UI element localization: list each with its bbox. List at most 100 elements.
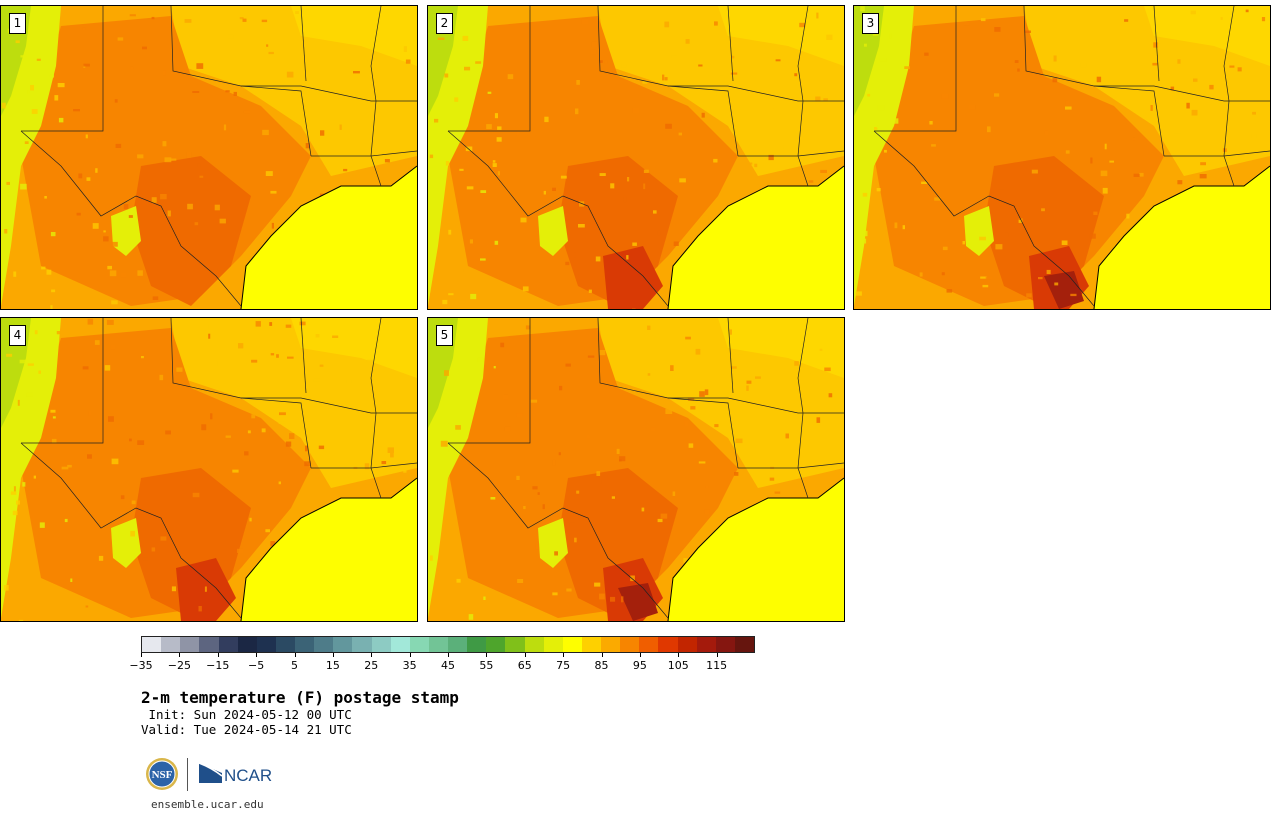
texture-speckle	[137, 270, 143, 276]
texture-speckle	[687, 397, 695, 401]
texture-speckle	[1017, 68, 1020, 72]
texture-speckle	[874, 127, 878, 130]
texture-speckle	[1150, 105, 1153, 111]
texture-speckle	[641, 507, 645, 512]
texture-speckle	[265, 171, 273, 176]
texture-speckle	[683, 558, 688, 563]
colorbar-tick-label: 115	[706, 659, 728, 672]
texture-speckle	[525, 325, 531, 330]
colorbar-tick	[448, 653, 449, 657]
state-border	[20, 442, 242, 619]
texture-speckle	[70, 578, 73, 582]
colorbar-tick	[141, 653, 142, 657]
state-border	[1223, 6, 1235, 187]
texture-speckle	[137, 440, 145, 445]
texture-speckle	[1046, 269, 1051, 274]
texture-speckle	[46, 269, 52, 275]
colorbar-swatch	[677, 637, 697, 652]
texture-speckle	[159, 374, 164, 381]
texture-speckle	[85, 605, 89, 608]
texture-speckle	[1229, 65, 1235, 68]
texture-speckle	[130, 66, 134, 70]
colorbar-tick	[409, 653, 411, 657]
colorbar-swatch	[352, 637, 372, 652]
colorbar-swatch	[734, 637, 754, 652]
colorbar-swatch	[390, 637, 410, 652]
texture-speckle	[1004, 232, 1009, 237]
texture-speckle	[210, 413, 213, 420]
texture-speckle	[82, 366, 89, 370]
texture-speckle	[1089, 233, 1096, 239]
state-border	[311, 150, 417, 157]
texture-speckle	[475, 61, 482, 64]
texture-speckle	[808, 180, 814, 183]
texture-speckle	[20, 55, 27, 58]
texture-speckle	[819, 348, 823, 351]
texture-speckle	[720, 347, 724, 352]
texture-speckle	[442, 299, 448, 305]
texture-speckle	[934, 197, 941, 201]
texture-speckle	[735, 438, 743, 444]
texture-speckle	[50, 305, 53, 309]
colorbar-tick-label: 45	[441, 659, 455, 672]
texture-speckle	[1065, 150, 1070, 154]
texture-speckle	[1133, 173, 1140, 177]
texture-speckle	[994, 27, 1001, 32]
texture-speckle	[33, 475, 36, 479]
texture-speckle	[929, 121, 933, 125]
texture-speckle	[106, 319, 114, 325]
texture-speckle	[924, 52, 929, 56]
texture-speckle	[877, 105, 885, 111]
texture-speckle	[594, 582, 601, 587]
texture-speckle	[643, 169, 649, 173]
texture-speckle	[746, 385, 749, 391]
texture-speckle	[108, 416, 114, 422]
colorbar-tick	[217, 653, 219, 657]
texture-speckle	[902, 225, 905, 230]
colorbar-tick	[563, 653, 565, 657]
texture-speckle	[170, 158, 177, 161]
texture-speckle	[995, 244, 1003, 250]
texture-speckle	[429, 154, 434, 159]
texture-speckle	[269, 322, 273, 326]
texture-speckle	[86, 177, 91, 181]
texture-speckle	[523, 506, 526, 510]
texture-speckle	[58, 117, 64, 123]
texture-speckle	[989, 192, 997, 197]
texture-speckle	[810, 370, 817, 374]
texture-speckle	[1124, 19, 1129, 22]
texture-speckle	[716, 91, 721, 96]
texture-speckle	[249, 517, 252, 522]
panel-number-badge: 1	[9, 13, 26, 34]
panel-number-badge: 2	[436, 13, 453, 34]
colorbar-swatch	[658, 637, 678, 652]
colorbar-ticks: −35 −25 −15 −5 5 15 25 35 45 55 65 75 85 95 105 115	[129, 653, 755, 673]
texture-speckle	[24, 141, 29, 144]
colorbar	[141, 636, 755, 653]
texture-speckle	[278, 421, 286, 424]
texture-speckle	[493, 366, 496, 369]
texture-speckle	[271, 222, 274, 229]
texture-speckle	[1177, 59, 1181, 64]
texture-speckle	[730, 366, 737, 369]
texture-speckle	[1065, 106, 1072, 110]
texture-speckle	[129, 14, 136, 17]
texture-speckle	[1014, 60, 1019, 63]
texture-speckle	[137, 154, 144, 159]
texture-speckle	[120, 272, 126, 278]
texture-speckle	[576, 80, 580, 85]
texture-speckle	[520, 217, 527, 223]
texture-speckle	[15, 40, 20, 44]
texture-speckle	[799, 22, 806, 28]
texture-speckle	[1070, 293, 1077, 297]
texture-speckle	[269, 432, 274, 435]
texture-speckle	[879, 58, 887, 62]
coastline	[240, 477, 417, 621]
texture-speckle	[517, 579, 524, 583]
texture-speckle	[904, 66, 910, 69]
colorbar-tick	[639, 653, 641, 657]
texture-speckle	[103, 236, 109, 242]
texture-speckle	[702, 215, 709, 221]
texture-speckle	[1264, 152, 1270, 155]
texture-speckle	[208, 324, 211, 330]
